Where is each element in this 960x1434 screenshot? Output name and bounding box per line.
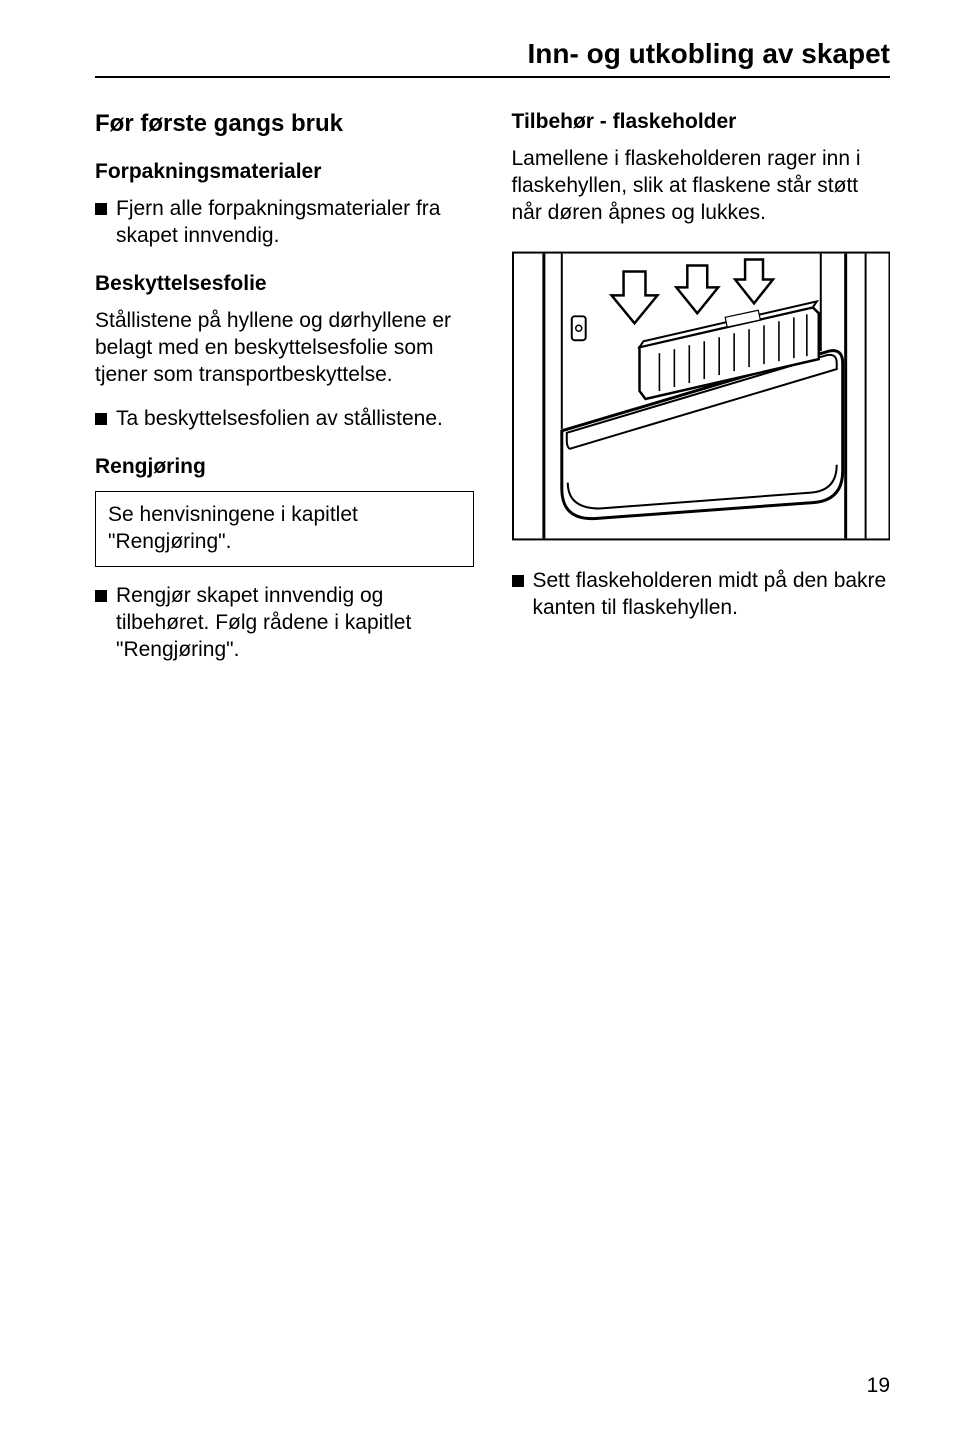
page-title: Inn- og utkobling av skapet <box>95 38 890 78</box>
heading-tilbehor: Tilbehør - flaskeholder <box>512 110 891 134</box>
note-text: Se henvisningene i kapitlet "Rengjøring"… <box>108 503 358 553</box>
bullet-text: Fjern alle forpakningsmaterialer fra ska… <box>116 196 474 250</box>
bullet-text: Sett flaskeholderen midt på den bakre ka… <box>533 568 891 622</box>
para-beskyttelsesfolie: Stållistene på hyllene og dørhyllene er … <box>95 308 474 389</box>
bullet-beskyttelsesfolie: Ta beskyttelsesfolien av stållistene. <box>95 406 474 433</box>
bullet-sett-flaskeholder: Sett flaskeholderen midt på den bakre ka… <box>512 568 891 622</box>
square-icon <box>95 590 107 602</box>
square-icon <box>95 413 107 425</box>
square-icon <box>95 203 107 215</box>
bullet-rengjoring: Rengjør skapet innvendig og tilbehøret. … <box>95 583 474 664</box>
left-column: Før første gangs bruk Forpakningsmateria… <box>95 110 474 682</box>
content-columns: Før første gangs bruk Forpakningsmateria… <box>95 110 890 682</box>
square-icon <box>512 575 524 587</box>
heading-forpakning: Forpakningsmaterialer <box>95 160 474 184</box>
bullet-text: Ta beskyttelsesfolien av stållistene. <box>116 406 443 433</box>
figure-flaskeholder <box>512 251 891 541</box>
page-number: 19 <box>867 1374 890 1398</box>
right-column: Tilbehør - flaskeholder Lamellene i flas… <box>512 110 891 682</box>
note-box: Se henvisningene i kapitlet "Rengjøring"… <box>95 491 474 567</box>
heading-main: Før første gangs bruk <box>95 110 474 138</box>
heading-rengjoring: Rengjøring <box>95 455 474 479</box>
bullet-forpakning: Fjern alle forpakningsmaterialer fra ska… <box>95 196 474 250</box>
heading-beskyttelsesfolie: Beskyttelsesfolie <box>95 272 474 296</box>
para-tilbehor: Lamellene i flaskeholderen rager inn i f… <box>512 146 891 227</box>
bullet-text: Rengjør skapet innvendig og tilbehøret. … <box>116 583 474 664</box>
